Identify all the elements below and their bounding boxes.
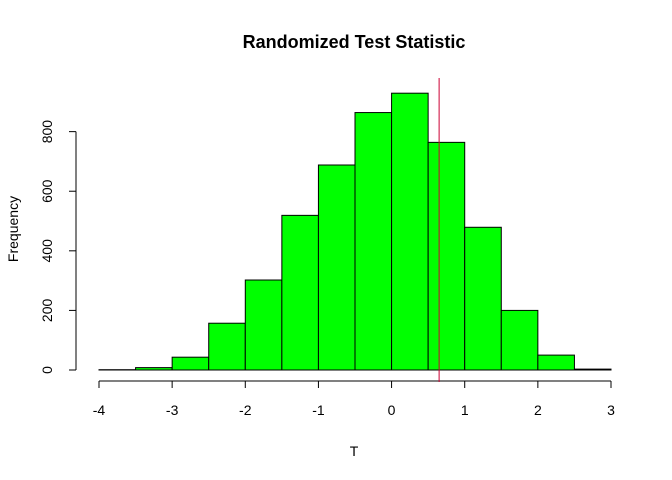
x-tick-label: 2 bbox=[534, 402, 542, 418]
histogram-bar bbox=[281, 214, 319, 371]
histogram-bar bbox=[354, 112, 393, 371]
y-tick-label: 600 bbox=[39, 179, 55, 203]
x-axis-label: T bbox=[350, 443, 359, 459]
x-tick-label: 0 bbox=[388, 402, 396, 418]
x-tick-label: 1 bbox=[461, 402, 469, 418]
histogram-bar bbox=[500, 309, 539, 371]
histogram-bar bbox=[317, 164, 356, 371]
y-axis: 0 200 400 600 800 bbox=[39, 120, 77, 374]
x-tick-label: -1 bbox=[312, 402, 325, 418]
y-tick-label: 200 bbox=[39, 299, 55, 323]
histogram-bar bbox=[135, 367, 173, 371]
histogram-bar bbox=[244, 279, 283, 371]
histogram-bars bbox=[98, 92, 612, 371]
histogram-bar bbox=[171, 356, 210, 371]
x-tick-label: -3 bbox=[166, 402, 179, 418]
x-tick-label: -2 bbox=[239, 402, 252, 418]
x-tick-label: 3 bbox=[607, 402, 615, 418]
y-tick-label: 800 bbox=[39, 120, 55, 144]
y-axis-label: Frequency bbox=[5, 196, 21, 262]
chart-title: Randomized Test Statistic bbox=[243, 32, 466, 52]
x-axis: -4 -3 -2 -1 0 1 2 3 bbox=[93, 380, 615, 418]
histogram-bar bbox=[391, 92, 429, 371]
y-tick-label: 400 bbox=[39, 239, 55, 263]
y-tick-label: 0 bbox=[39, 366, 55, 374]
x-tick-label: -4 bbox=[93, 402, 106, 418]
histogram-bar bbox=[427, 141, 466, 371]
histogram-bar bbox=[573, 368, 612, 371]
histogram-bar bbox=[208, 322, 246, 371]
histogram-bar bbox=[464, 226, 502, 371]
histogram-bar bbox=[537, 354, 575, 371]
